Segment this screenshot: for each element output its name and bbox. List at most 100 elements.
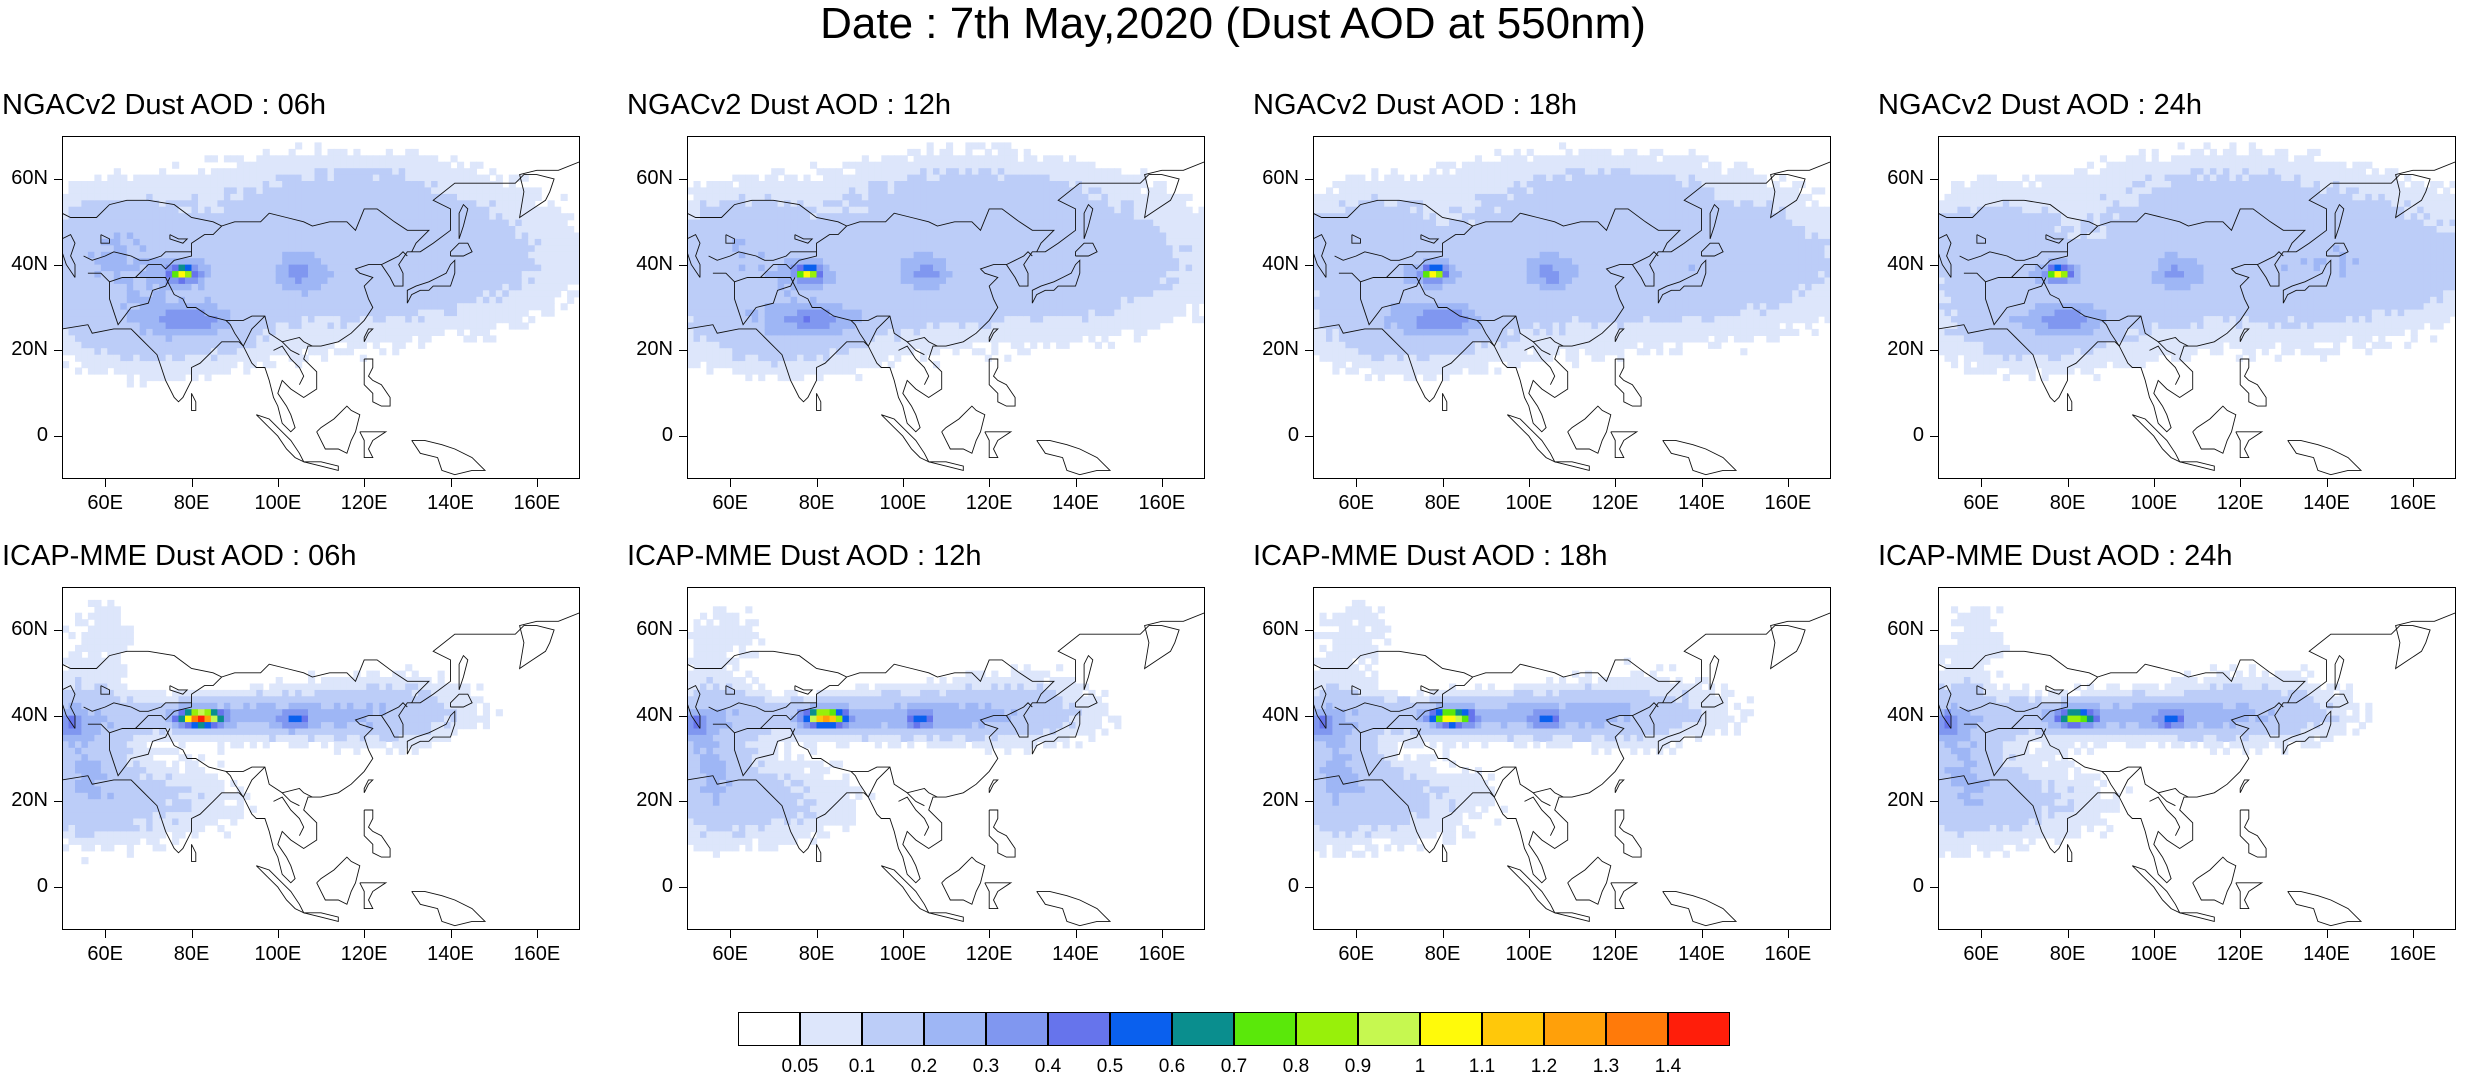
y-tick <box>1930 801 1938 802</box>
colorbar-label: 0.8 <box>1266 1056 1326 1078</box>
y-tick <box>1305 716 1313 717</box>
x-tick <box>278 479 279 487</box>
y-tick-label: 20N <box>1243 789 1299 812</box>
colorbar-swatch <box>738 1012 800 1046</box>
x-tick-label: 140E <box>1662 943 1742 966</box>
x-tick-label: 80E <box>1403 492 1483 515</box>
x-tick <box>817 479 818 487</box>
y-tick <box>679 350 687 351</box>
y-tick <box>1305 350 1313 351</box>
x-tick-label: 60E <box>690 492 770 515</box>
x-tick-label: 60E <box>1316 943 1396 966</box>
y-tick <box>679 887 687 888</box>
x-tick <box>2413 479 2414 487</box>
y-tick-label: 60N <box>1243 618 1299 641</box>
x-tick <box>2240 930 2241 938</box>
y-tick <box>1930 179 1938 180</box>
x-tick-label: 120E <box>949 943 1029 966</box>
colorbar-swatch <box>1172 1012 1234 1046</box>
map-frame <box>687 587 1205 930</box>
panel-title: NGACv2 Dust AOD : 24h <box>1878 89 1998 122</box>
y-tick-label: 20N <box>1868 789 1924 812</box>
y-tick-label: 40N <box>0 253 48 276</box>
x-tick <box>105 930 106 938</box>
colorbar-label: 1.2 <box>1514 1056 1574 1078</box>
map-frame <box>1313 136 1831 479</box>
x-tick-label: 80E <box>777 943 857 966</box>
y-tick-label: 40N <box>617 253 673 276</box>
x-tick <box>817 930 818 938</box>
y-tick <box>1305 801 1313 802</box>
x-tick <box>192 479 193 487</box>
colorbar-swatch <box>1358 1012 1420 1046</box>
y-tick-label: 60N <box>1868 167 1924 190</box>
panel-title: ICAP-MME Dust AOD : 24h <box>1878 540 1998 573</box>
x-tick-label: 120E <box>324 943 404 966</box>
x-tick-label: 60E <box>65 943 145 966</box>
x-tick <box>730 479 731 487</box>
y-tick <box>1305 265 1313 266</box>
x-tick-label: 160E <box>1122 492 1202 515</box>
x-tick-label: 160E <box>497 943 577 966</box>
y-tick-label: 20N <box>617 789 673 812</box>
x-tick <box>1443 930 1444 938</box>
x-tick-label: 100E <box>238 943 318 966</box>
x-tick <box>1615 930 1616 938</box>
y-tick-label: 40N <box>1243 704 1299 727</box>
map-frame <box>1938 587 2456 930</box>
x-tick <box>364 930 365 938</box>
y-tick-label: 20N <box>0 338 48 361</box>
y-tick-label: 0 <box>1243 875 1299 898</box>
y-tick-label: 20N <box>0 789 48 812</box>
colorbar-label: 1.4 <box>1638 1056 1698 1078</box>
y-tick-label: 40N <box>617 704 673 727</box>
x-tick <box>1702 930 1703 938</box>
panel-title: ICAP-MME Dust AOD : 18h <box>1253 540 1373 573</box>
x-tick <box>451 930 452 938</box>
y-tick-label: 20N <box>617 338 673 361</box>
y-tick-label: 0 <box>617 424 673 447</box>
x-tick <box>2068 479 2069 487</box>
x-tick-label: 160E <box>1748 943 1828 966</box>
x-tick-label: 100E <box>1489 492 1569 515</box>
x-tick <box>1615 479 1616 487</box>
colorbar-swatch <box>1234 1012 1296 1046</box>
x-tick <box>1162 479 1163 487</box>
y-tick <box>1930 265 1938 266</box>
x-tick <box>537 930 538 938</box>
y-tick <box>54 801 62 802</box>
y-tick <box>1930 436 1938 437</box>
y-tick-label: 60N <box>1868 618 1924 641</box>
map-frame <box>687 136 1205 479</box>
x-tick-label: 160E <box>1122 943 1202 966</box>
x-tick-label: 100E <box>863 492 943 515</box>
y-tick-label: 0 <box>1868 424 1924 447</box>
y-tick-label: 60N <box>1243 167 1299 190</box>
x-tick <box>2413 930 2414 938</box>
x-tick-label: 140E <box>2287 943 2367 966</box>
x-tick <box>2240 479 2241 487</box>
x-tick <box>1076 479 1077 487</box>
y-tick <box>1930 716 1938 717</box>
x-tick-label: 80E <box>152 943 232 966</box>
colorbar-swatch <box>1668 1012 1730 1046</box>
x-tick-label: 140E <box>411 492 491 515</box>
colorbar-label: 0.9 <box>1328 1056 1388 1078</box>
map-frame <box>62 587 580 930</box>
x-tick <box>903 479 904 487</box>
y-tick <box>54 630 62 631</box>
colorbar-label: 0.5 <box>1080 1056 1140 1078</box>
colorbar-swatch <box>1048 1012 1110 1046</box>
y-tick <box>679 801 687 802</box>
colorbar-label: 0.05 <box>770 1056 830 1078</box>
x-tick <box>1076 930 1077 938</box>
x-tick <box>451 479 452 487</box>
y-tick <box>54 265 62 266</box>
y-tick <box>54 179 62 180</box>
y-tick <box>679 265 687 266</box>
x-tick <box>1981 930 1982 938</box>
x-tick-label: 160E <box>2373 492 2453 515</box>
panel-title: NGACv2 Dust AOD : 12h <box>627 89 747 122</box>
y-tick <box>679 179 687 180</box>
y-tick <box>1305 630 1313 631</box>
